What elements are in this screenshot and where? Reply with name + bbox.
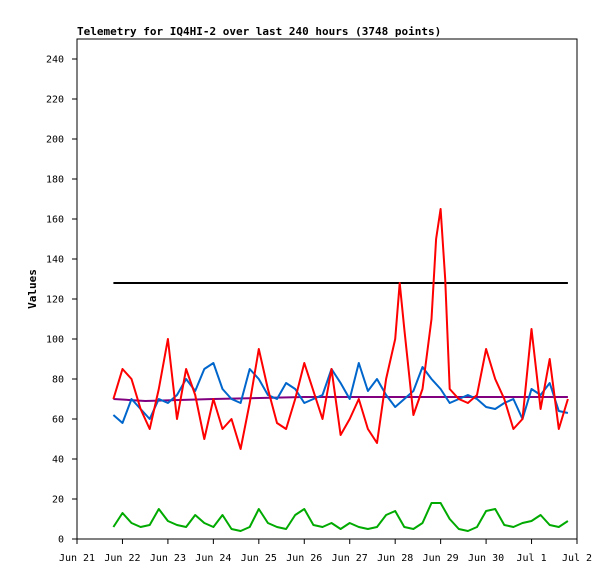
series-group xyxy=(112,208,569,532)
y-axis: 0 20 40 60 80 100 120 140 160 180 200 220 240 xyxy=(46,55,77,546)
x-tick-label: Jun 29 xyxy=(423,553,459,564)
y-tick-label: 60 xyxy=(52,415,64,426)
y-tick-label: 140 xyxy=(46,255,64,266)
x-tick-label: Jun 30 xyxy=(468,553,504,564)
x-tick-label: Jun 26 xyxy=(286,553,322,564)
x-tick-label: Jun 25 xyxy=(241,553,277,564)
x-tick-label: Jun 22 xyxy=(104,553,140,564)
y-tick-label: 200 xyxy=(46,135,64,146)
series-line-1 xyxy=(113,396,568,402)
series-line-4 xyxy=(112,502,569,532)
y-tick-label: 240 xyxy=(46,55,64,66)
y-axis-label: Values xyxy=(26,269,39,309)
y-tick-label: 20 xyxy=(52,495,64,506)
series-line-3 xyxy=(112,208,569,450)
y-tick-label: 220 xyxy=(46,95,64,106)
plot-area xyxy=(76,38,578,540)
x-tick-label: Jul 2 xyxy=(562,553,592,564)
x-tick-label: Jun 27 xyxy=(332,553,368,564)
y-tick-label: 180 xyxy=(46,175,64,186)
y-tick-label: 0 xyxy=(58,535,64,546)
chart-title: Telemetry for IQ4HI-2 over last 240 hour… xyxy=(77,25,441,38)
y-tick-label: 100 xyxy=(46,335,64,346)
y-tick-label: 40 xyxy=(52,455,64,466)
x-tick-label: Jun 23 xyxy=(150,553,186,564)
x-axis: Jun 21 Jun 22 Jun 23 Jun 24 Jun 25 Jun 26 Jun … xyxy=(59,539,592,564)
x-tick-label: Jun 21 xyxy=(59,553,95,564)
series-line-2 xyxy=(112,362,569,424)
y-tick-label: 120 xyxy=(46,295,64,306)
x-tick-label: Jul 1 xyxy=(516,553,546,564)
x-tick-label: Jun 24 xyxy=(195,553,231,564)
y-tick-label: 80 xyxy=(52,375,64,386)
y-tick-label: 160 xyxy=(46,215,64,226)
x-tick-label: Jun 28 xyxy=(377,553,413,564)
